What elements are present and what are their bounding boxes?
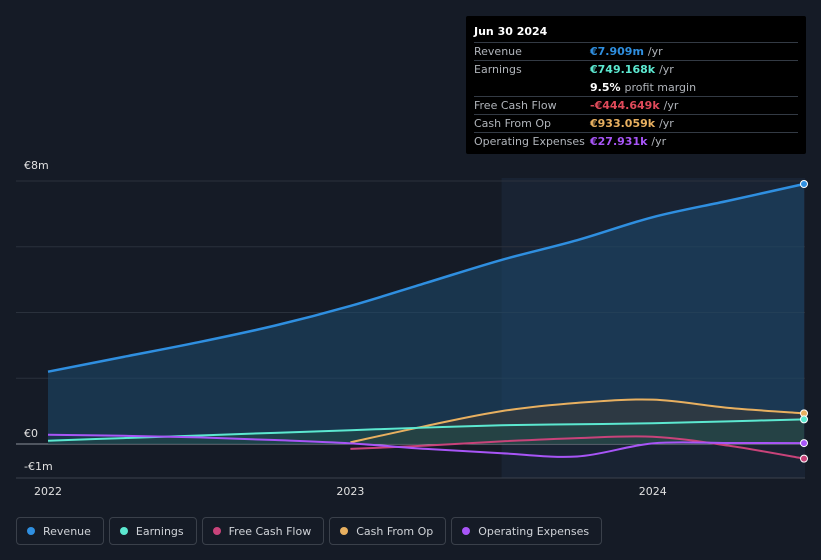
- legend-label: Free Cash Flow: [228, 524, 312, 538]
- operating-expenses-endpoint[interactable]: [800, 439, 808, 448]
- tooltip-row-unit: /yr: [659, 117, 674, 130]
- operating-expenses-line: [47, 433, 805, 458]
- earnings-endpoint[interactable]: [800, 415, 808, 424]
- legend: Revenue Earnings Free Cash Flow Cash From O…: [16, 517, 603, 545]
- tooltip-panel: Jun 30 2024 Revenue €7.909m/yr Earnings €74…: [466, 16, 806, 154]
- tooltip-row-label: Earnings: [474, 63, 522, 76]
- tooltip-row-value: €933.059k: [590, 117, 656, 130]
- tooltip-row: Free Cash Flow -€444.649k/yr: [474, 96, 798, 114]
- tooltip-row-value: €27.931k: [590, 135, 648, 148]
- legend-dot-icon: [27, 527, 35, 535]
- legend-item-free-cash-flow[interactable]: Free Cash Flow: [201, 517, 325, 545]
- legend-label: Revenue: [43, 524, 91, 538]
- x-tick-label: 2024: [639, 485, 667, 498]
- tooltip-row-label: [474, 79, 590, 96]
- tooltip-date: Jun 30 2024: [474, 25, 548, 38]
- tooltip-row-value: €749.168k: [590, 63, 656, 76]
- y-tick-label: -€1m: [24, 460, 53, 473]
- tooltip-row-value: 9.5%: [590, 81, 621, 94]
- tooltip-row-label: Free Cash Flow: [474, 99, 557, 112]
- legend-label: Operating Expenses: [478, 524, 590, 538]
- tooltip-row: Revenue €7.909m/yr: [474, 42, 798, 60]
- tooltip-row: 9.5% profit margin: [474, 78, 798, 96]
- tooltip-row-unit: /yr: [647, 45, 663, 58]
- revenue-endpoint[interactable]: [800, 179, 808, 188]
- legend-dot-icon: [340, 527, 349, 535]
- legend-item-operating-expenses[interactable]: Operating Expenses: [451, 517, 603, 545]
- legend-dot-icon: [462, 527, 471, 535]
- tooltip-row-unit: profit margin: [624, 81, 697, 94]
- legend-label: Cash From Op: [356, 524, 434, 538]
- x-tick-label: 2022: [34, 485, 62, 498]
- tooltip-row-label: Operating Expenses: [474, 135, 585, 148]
- revenue-area: [48, 183, 804, 444]
- legend-item-revenue[interactable]: Revenue: [16, 517, 104, 545]
- legend-item-earnings[interactable]: Earnings: [108, 517, 197, 545]
- tooltip-row-unit: /yr: [663, 99, 679, 112]
- cash-from-op-line: [350, 398, 805, 444]
- tooltip-row-unit: /yr: [659, 63, 674, 76]
- chart-area: €8m €0 -€1m 2022 2023 2024: [16, 159, 808, 498]
- x-tick-label: 2023: [336, 485, 364, 498]
- tooltip-row-label: Revenue: [474, 45, 522, 58]
- legend-dot-icon: [119, 527, 128, 535]
- tooltip-row-value: €7.909m: [590, 45, 644, 58]
- legend-item-cash-from-op[interactable]: Cash From Op: [329, 517, 447, 545]
- free-cash-flow-endpoint[interactable]: [800, 454, 808, 463]
- tooltip-row-value: -€444.649k: [590, 99, 660, 112]
- tooltip-row: Operating Expenses €27.931k/yr: [474, 132, 798, 150]
- legend-label: Earnings: [135, 524, 184, 538]
- y-tick-label: €8m: [24, 159, 49, 172]
- tooltip-row: Earnings €749.168k/yr: [474, 60, 798, 78]
- y-tick-label: €0: [24, 427, 38, 440]
- free-cash-flow-line: [350, 435, 805, 460]
- tooltip-row-label: Cash From Op: [474, 117, 552, 130]
- revenue-line: [47, 182, 805, 373]
- tooltip-row-unit: /yr: [651, 135, 667, 148]
- tooltip-row: Cash From Op €933.059k/yr: [474, 114, 798, 132]
- legend-dot-icon: [212, 527, 221, 535]
